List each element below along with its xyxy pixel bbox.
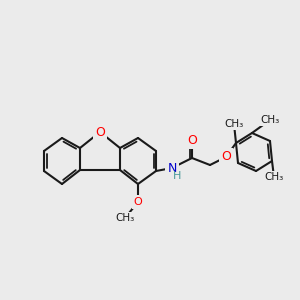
- Text: O: O: [221, 151, 231, 164]
- Text: O: O: [134, 197, 142, 207]
- Text: N: N: [167, 161, 177, 175]
- Text: CH₃: CH₃: [116, 213, 135, 223]
- Text: O: O: [95, 125, 105, 139]
- Text: CH₃: CH₃: [224, 119, 244, 129]
- Text: CH₃: CH₃: [260, 115, 280, 125]
- Text: CH₃: CH₃: [264, 172, 284, 182]
- Text: O: O: [187, 134, 197, 146]
- Text: H: H: [173, 171, 181, 181]
